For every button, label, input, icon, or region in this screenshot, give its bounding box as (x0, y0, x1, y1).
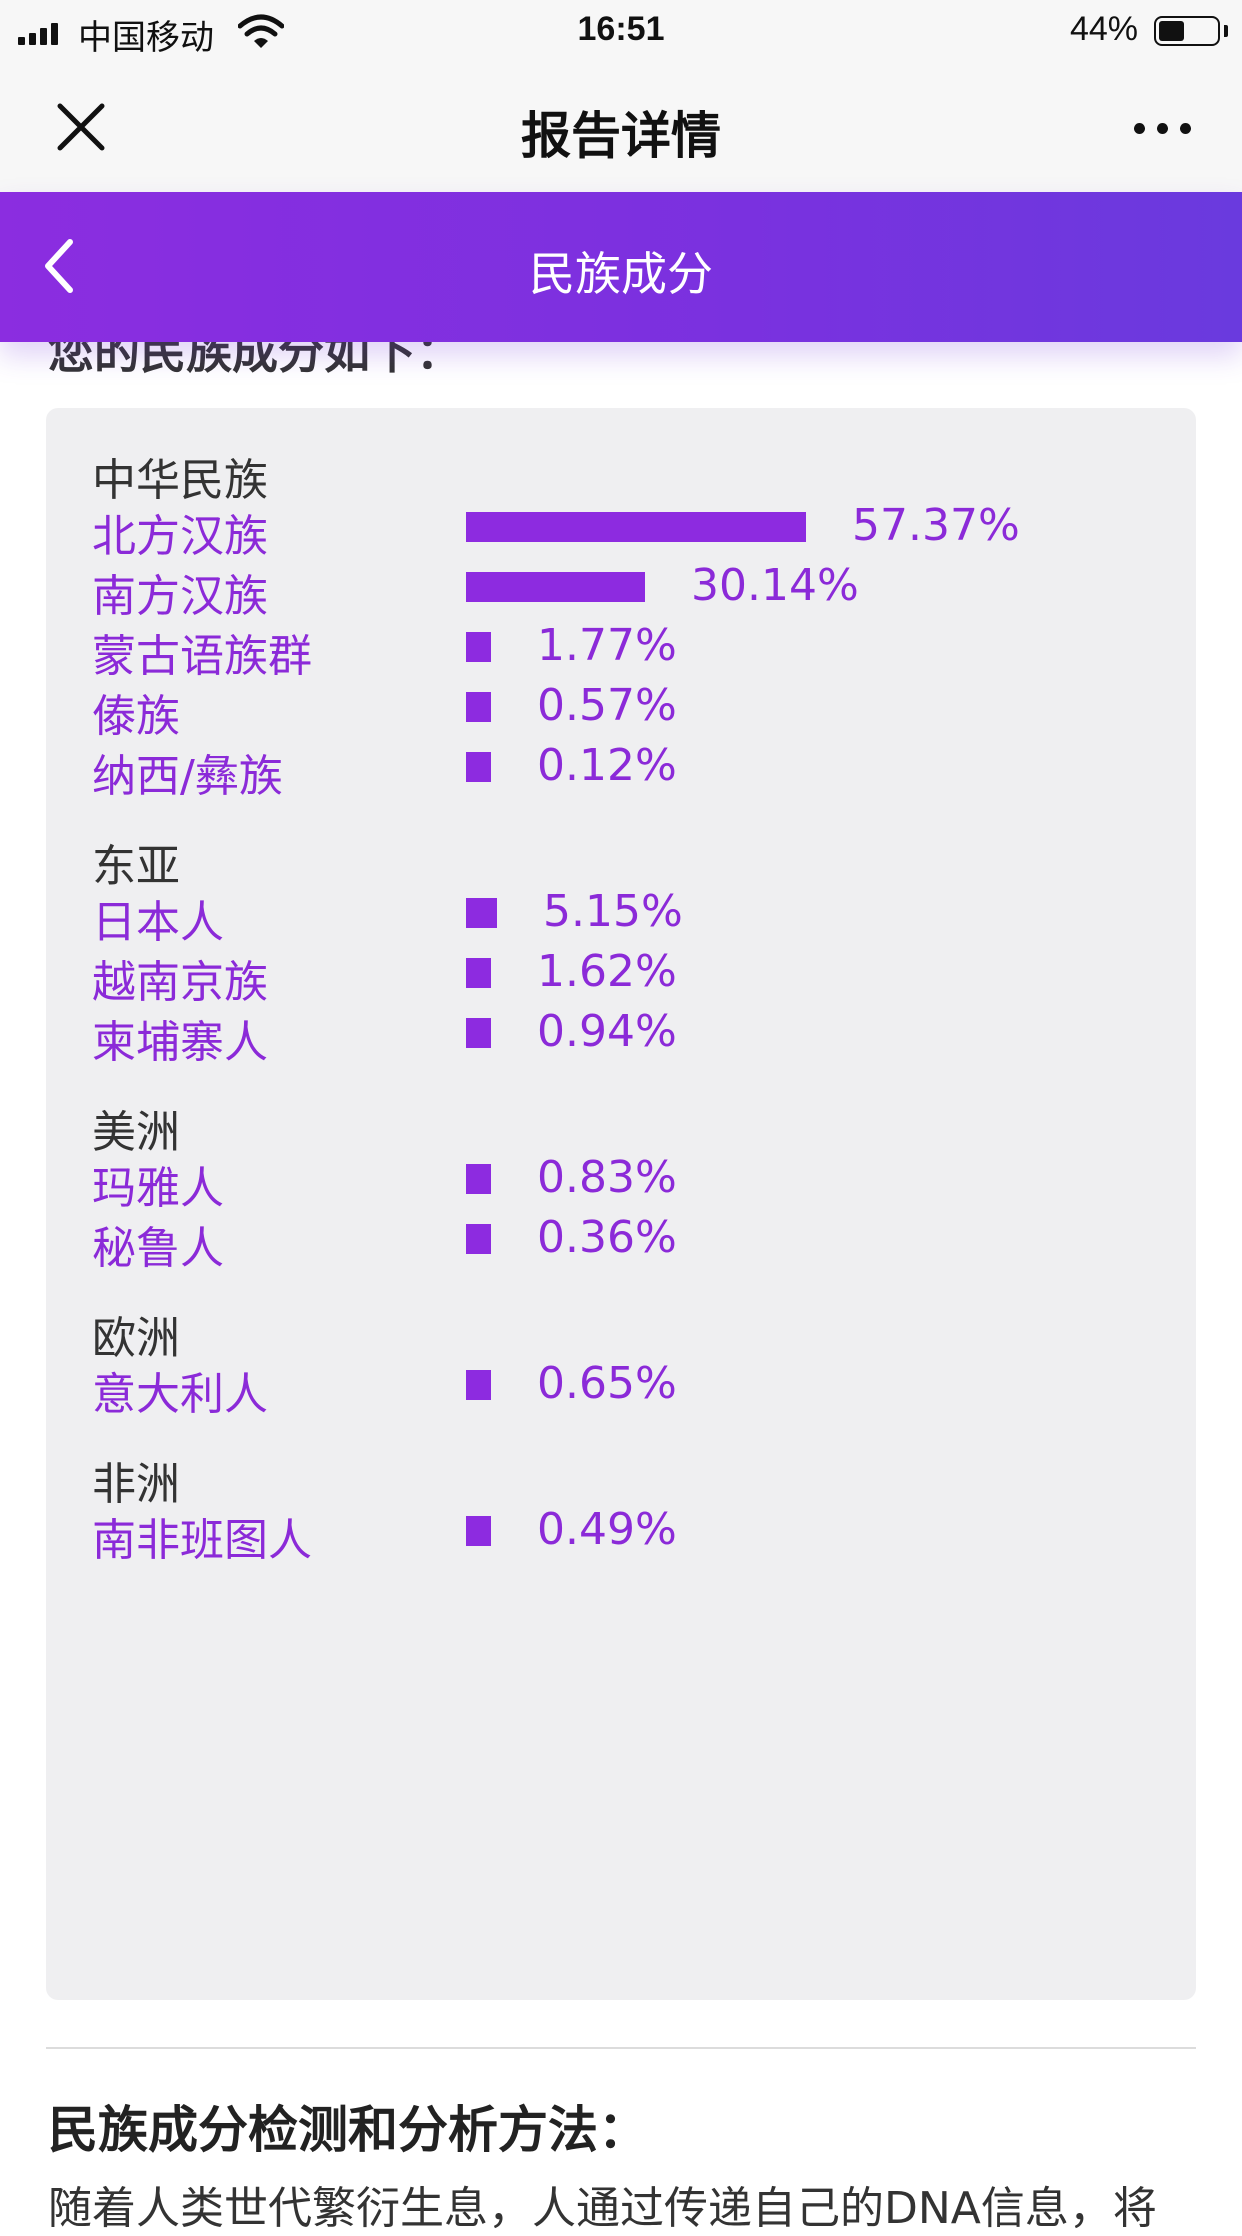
ethnicity-row: 南方汉族 30.14% (92, 560, 1152, 622)
more-dots-icon (1156, 122, 1168, 134)
page-header: 民族成分 (0, 192, 1242, 342)
ethnicity-name: 柬埔寨人 (92, 1017, 268, 1068)
percent-value: 0.57% (537, 680, 677, 731)
ethnicity-name: 秘鲁人 (92, 1223, 224, 1274)
ethnicity-row: 蒙古语族群 1.77% (92, 620, 1152, 682)
percent-value: 1.77% (537, 620, 677, 671)
percent-value: 57.37% (852, 500, 1020, 551)
percent-bar (466, 632, 491, 662)
percent-value: 30.14% (691, 560, 859, 611)
ethnicity-name: 纳西/彝族 (92, 751, 283, 802)
divider (46, 2047, 1196, 2049)
ethnicity-row: 南非班图人 0.49% (92, 1504, 1152, 1566)
page-title: 民族成分 (529, 247, 713, 301)
percent-bar (466, 1370, 491, 1400)
status-bar: 中国移动 16:51 44% (0, 0, 1242, 62)
ethnicity-name: 日本人 (92, 897, 224, 948)
ethnicity-row: 秘鲁人 0.36% (92, 1212, 1152, 1274)
ethnicity-row: 玛雅人 0.83% (92, 1152, 1152, 1214)
carrier-name: 中国移动 (78, 19, 214, 57)
close-button[interactable] (48, 94, 114, 160)
ethnicity-card: 中华民族 北方汉族 57.37% 南方汉族 30.14% 蒙古语族群 1.77% 傣族 0.57… (46, 408, 1196, 2000)
percent-value: 0.12% (537, 740, 677, 791)
percent-bar (466, 898, 497, 928)
percent-bar (466, 692, 491, 722)
ethnicity-name: 蒙古语族群 (92, 631, 312, 682)
ethnicity-row: 意大利人 0.65% (92, 1358, 1152, 1420)
group-title: 中华民族 (92, 455, 268, 506)
wifi-icon (238, 14, 284, 48)
method-text: 随着人类世代繁衍生息，人通过传递自己的DNA信息，将 (48, 2183, 1157, 2234)
nav-title: 报告详情 (521, 107, 721, 165)
ethnicity-row: 日本人 5.15% (92, 886, 1152, 948)
group-title: 非洲 (92, 1459, 180, 1510)
chevron-left-icon (45, 239, 73, 293)
percent-bar (466, 512, 806, 542)
close-icon (57, 103, 105, 151)
percent-value: 5.15% (543, 886, 683, 937)
ethnicity-name: 玛雅人 (92, 1163, 224, 1214)
percent-value: 1.62% (537, 946, 677, 997)
ethnicity-name: 越南京族 (92, 957, 268, 1008)
battery-icon (1154, 16, 1220, 46)
ethnicity-row: 傣族 0.57% (92, 680, 1152, 742)
percent-value: 0.36% (537, 1212, 677, 1263)
group-title: 欧洲 (92, 1313, 180, 1364)
ethnicity-name: 北方汉族 (92, 511, 268, 562)
percent-value: 0.83% (537, 1152, 677, 1203)
percent-bar (466, 958, 491, 988)
ethnicity-name: 傣族 (92, 691, 180, 742)
back-button[interactable] (40, 234, 80, 298)
more-dots-icon (1179, 122, 1191, 134)
ethnicity-row: 纳西/彝族 0.12% (92, 740, 1152, 802)
group-title: 东亚 (92, 841, 180, 892)
method-title: 民族成分检测和分析方法： (48, 2101, 648, 2159)
percent-bar (466, 1516, 491, 1546)
ethnicity-name: 意大利人 (92, 1369, 268, 1420)
more-dots-icon (1133, 122, 1145, 134)
battery-tip (1224, 25, 1228, 37)
percent-bar (466, 752, 491, 782)
ethnicity-name: 南非班图人 (92, 1515, 312, 1566)
percent-value: 0.94% (537, 1006, 677, 1057)
percent-bar (466, 1164, 491, 1194)
ethnicity-row: 柬埔寨人 0.94% (92, 1006, 1152, 1068)
ethnicity-row: 越南京族 1.62% (92, 946, 1152, 1008)
status-time: 16:51 (577, 10, 665, 48)
percent-value: 0.49% (537, 1504, 677, 1555)
nav-bar: 报告详情 (0, 62, 1242, 192)
more-button[interactable] (1112, 98, 1212, 158)
group-title: 美洲 (92, 1107, 180, 1158)
ethnicity-name: 南方汉族 (92, 571, 268, 622)
percent-bar (466, 1224, 491, 1254)
percent-value: 0.65% (537, 1358, 677, 1409)
percent-bar (466, 572, 645, 602)
cellular-signal-icon (18, 21, 58, 45)
ethnicity-row: 北方汉族 57.37% (92, 500, 1152, 562)
battery-percent: 44% (1069, 10, 1138, 48)
percent-bar (466, 1018, 491, 1048)
